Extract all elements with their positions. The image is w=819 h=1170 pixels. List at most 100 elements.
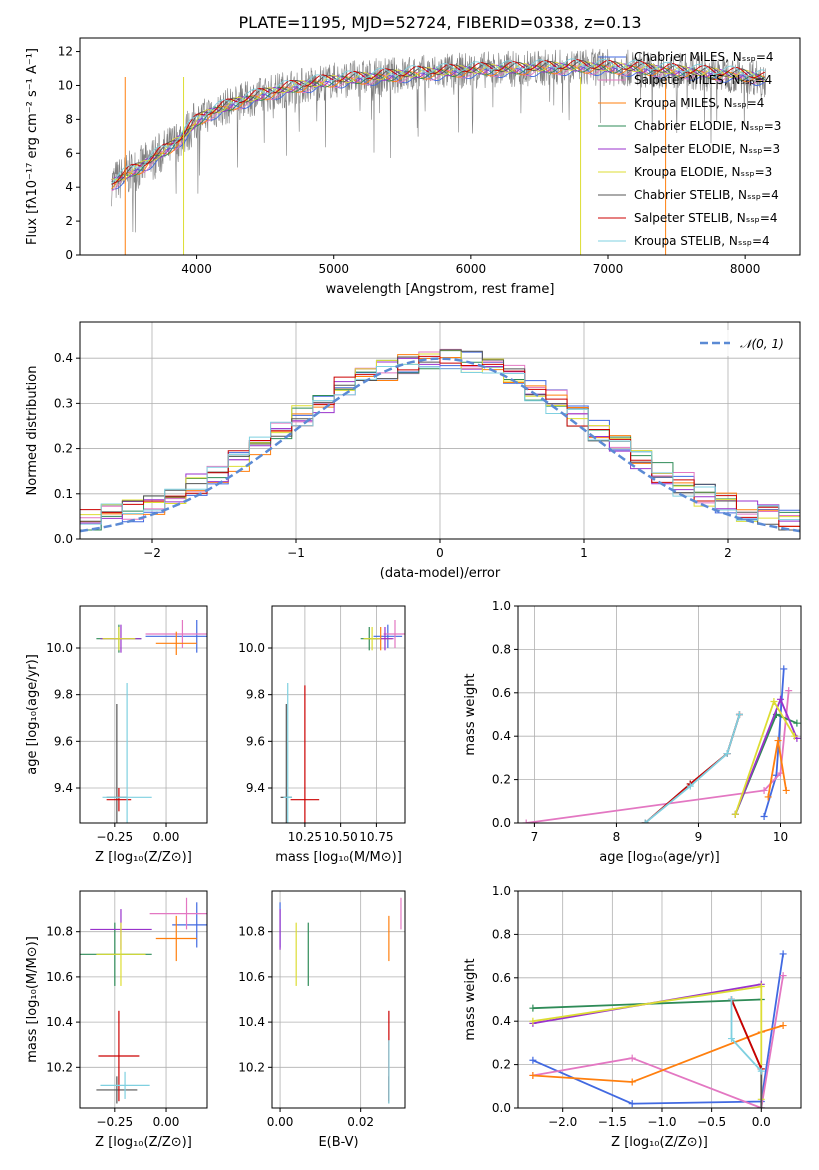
- plot-area: [279, 897, 402, 1104]
- weight-line: [644, 714, 741, 823]
- plot-area: [96, 620, 207, 823]
- errorbar-point: [290, 685, 320, 823]
- axes-frame: [271, 605, 406, 824]
- panel-age_vs_Z: −0.25 0.00 9.4 9.6 9.8 10.0 Z [log₁₀(Z/Z⊙)] age…: [25, 605, 208, 865]
- panel-residuals: −2 −1 0 1 2 0.0 0.1 0.2 0.3 0.4 (data-model)/error…: [25, 321, 801, 581]
- plot-area: [80, 897, 207, 1104]
- errorbar-point: [172, 902, 207, 948]
- panel-mass_vs_ebv: 0.00 0.02 10.2 10.4 10.6 10.8 E(B-V): [238, 890, 406, 1150]
- axes-frame: [79, 37, 801, 256]
- y-axis-label: Flux [fλ10⁻¹⁷ erg cm⁻² s⁻¹ A⁻¹]: [25, 48, 40, 245]
- y-tick-label: 10.0: [238, 641, 265, 655]
- errorbar-point: [96, 1076, 138, 1104]
- weight-marker: [735, 711, 743, 718]
- y-tick-label: 1.0: [492, 599, 511, 613]
- x-tick-label: 0.00: [267, 1115, 294, 1129]
- x-axis-label: Z [log₁₀(Z/Z⊙)]: [95, 1135, 192, 1150]
- y-tick-label: 0.2: [492, 773, 511, 787]
- histogram-step: [80, 363, 800, 525]
- weight-marker: [790, 732, 798, 740]
- y-tick-label: 10.2: [238, 1060, 265, 1074]
- y-tick-label: 10.6: [46, 970, 73, 984]
- y-tick-label: 9.4: [246, 781, 265, 795]
- x-tick-label: 0: [436, 546, 444, 560]
- panel-spectrum: 4000 5000 6000 7000 8000 0 2 4 6 8 10 12 wavelength …: [25, 37, 801, 297]
- y-tick-label: 0.2: [492, 1058, 511, 1072]
- errorbar-point: [373, 624, 403, 648]
- x-tick-label: 2: [724, 546, 732, 560]
- y-tick-label: 12: [58, 45, 73, 59]
- legend-label: Kroupa ELODIE, Nₛₛₚ=3: [634, 165, 772, 179]
- y-tick-label: 0.6: [492, 971, 511, 985]
- legend-label: 𝒩(0, 1): [740, 337, 784, 351]
- axes-frame: [271, 890, 406, 1109]
- weight-marker: [779, 1022, 787, 1030]
- weight-line: [730, 999, 763, 1070]
- y-tick-label: 4: [65, 180, 73, 194]
- x-axis-label: wavelength [Angstrom, rest frame]: [326, 282, 555, 297]
- legend-label: Salpeter MILES, Nₛₛₚ=4: [634, 73, 772, 87]
- axes-frame: [79, 605, 208, 824]
- x-tick-label: 6000: [456, 262, 487, 276]
- x-tick-label: 5000: [318, 262, 349, 276]
- weight-line: [532, 975, 784, 1108]
- y-tick-label: 10.4: [46, 1015, 73, 1029]
- axes-frame: [79, 890, 208, 1109]
- errorbar-point: [283, 683, 293, 823]
- axes-frame: [517, 605, 802, 824]
- x-tick-label: 7: [531, 830, 539, 844]
- x-tick-label: 0.00: [153, 830, 180, 844]
- x-tick-label: −1: [287, 546, 305, 560]
- y-tick-label: 0.3: [54, 396, 73, 410]
- y-tick-label: 0.4: [492, 729, 511, 743]
- weight-line: [532, 985, 763, 1100]
- weight-line: [532, 953, 784, 1105]
- y-tick-label: 1.0: [492, 884, 511, 898]
- weight-marker: [779, 972, 787, 980]
- weight-marker: [776, 695, 784, 703]
- weight-marker: [727, 1035, 735, 1043]
- weight-marker: [628, 1078, 636, 1086]
- y-tick-label: 9.8: [246, 688, 265, 702]
- y-axis-label: age [log₁₀(age/yr)]: [25, 654, 40, 775]
- y-tick-label: 6: [65, 146, 73, 160]
- y-tick-label: 9.4: [54, 781, 73, 795]
- y-tick-label: 8: [65, 112, 73, 126]
- weight-marker: [782, 786, 790, 794]
- weight-line: [532, 1024, 784, 1083]
- weight-marker: [529, 1071, 537, 1079]
- x-tick-label: 8000: [730, 262, 761, 276]
- x-tick-label: 7000: [593, 262, 624, 276]
- axes-frame: [517, 890, 802, 1109]
- y-tick-label: 0.8: [492, 642, 511, 656]
- model-spectrum-line: [111, 59, 766, 185]
- x-axis-label: (data-model)/error: [380, 566, 501, 581]
- model-spectrum-line: [111, 62, 766, 181]
- plot-area: [111, 48, 766, 255]
- weight-marker: [764, 793, 772, 801]
- errorbar-point: [155, 631, 197, 655]
- y-tick-label: 2: [65, 214, 73, 228]
- y-axis-label: Normed distribution: [25, 366, 40, 496]
- weight-marker: [522, 819, 530, 823]
- errorbar-point: [149, 897, 207, 930]
- weight-marker: [628, 1054, 636, 1062]
- model-spectrum-line: [111, 60, 766, 183]
- x-tick-label: 8: [613, 830, 621, 844]
- x-axis-label: age [log₁₀(age/yr)]: [599, 850, 720, 865]
- y-axis-label: mass weight: [463, 958, 478, 1040]
- y-axis-label: mass weight: [463, 673, 478, 755]
- weight-marker: [793, 719, 801, 727]
- y-tick-label: 10: [58, 78, 73, 92]
- y-tick-label: 0.8: [492, 927, 511, 941]
- weight-line: [734, 713, 798, 815]
- gaussian-curve: [80, 357, 800, 533]
- x-tick-label: 1: [580, 546, 588, 560]
- y-tick-label: 0.0: [54, 532, 73, 546]
- y-tick-label: 9.8: [54, 688, 73, 702]
- panel-mass_vs_Z: −0.25 0.00 10.2 10.4 10.6 10.8 Z [log₁₀(Z/Z⊙)]…: [25, 890, 208, 1150]
- weight-marker: [731, 810, 739, 818]
- x-tick-label: −1.5: [598, 1115, 627, 1129]
- y-tick-label: 0: [65, 248, 73, 262]
- y-tick-label: 0.1: [54, 487, 73, 501]
